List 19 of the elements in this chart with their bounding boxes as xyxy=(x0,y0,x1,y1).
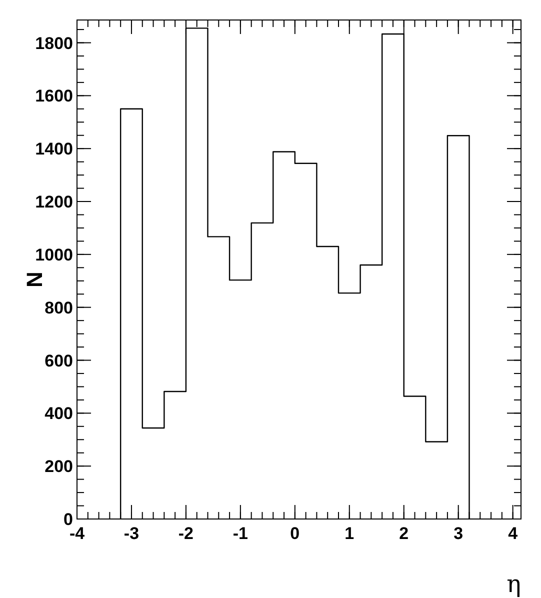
x-tick-label: -2 xyxy=(178,524,194,543)
y-tick-label: 1800 xyxy=(35,34,73,53)
y-tick-label: 1400 xyxy=(35,140,73,159)
x-axis-title: η xyxy=(506,570,521,598)
x-tick-label: -3 xyxy=(124,524,140,543)
x-tick-label: 2 xyxy=(399,524,409,543)
y-axis-title: N xyxy=(22,272,47,288)
x-tick-label: 1 xyxy=(344,524,354,543)
y-tick-label: 600 xyxy=(44,351,73,370)
y-tick-label: 1600 xyxy=(35,86,73,106)
y-tick-label: 400 xyxy=(44,404,73,424)
y-tick-label: 1000 xyxy=(35,245,73,264)
y-tick-label: 1200 xyxy=(35,192,73,212)
x-tick-label: 0 xyxy=(290,524,300,543)
x-tick-label: 4 xyxy=(508,524,518,543)
y-tick-label: 800 xyxy=(44,298,73,318)
x-tick-label: 3 xyxy=(454,524,464,543)
x-tick-label: -1 xyxy=(232,524,248,543)
y-tick-label: 200 xyxy=(44,457,73,476)
